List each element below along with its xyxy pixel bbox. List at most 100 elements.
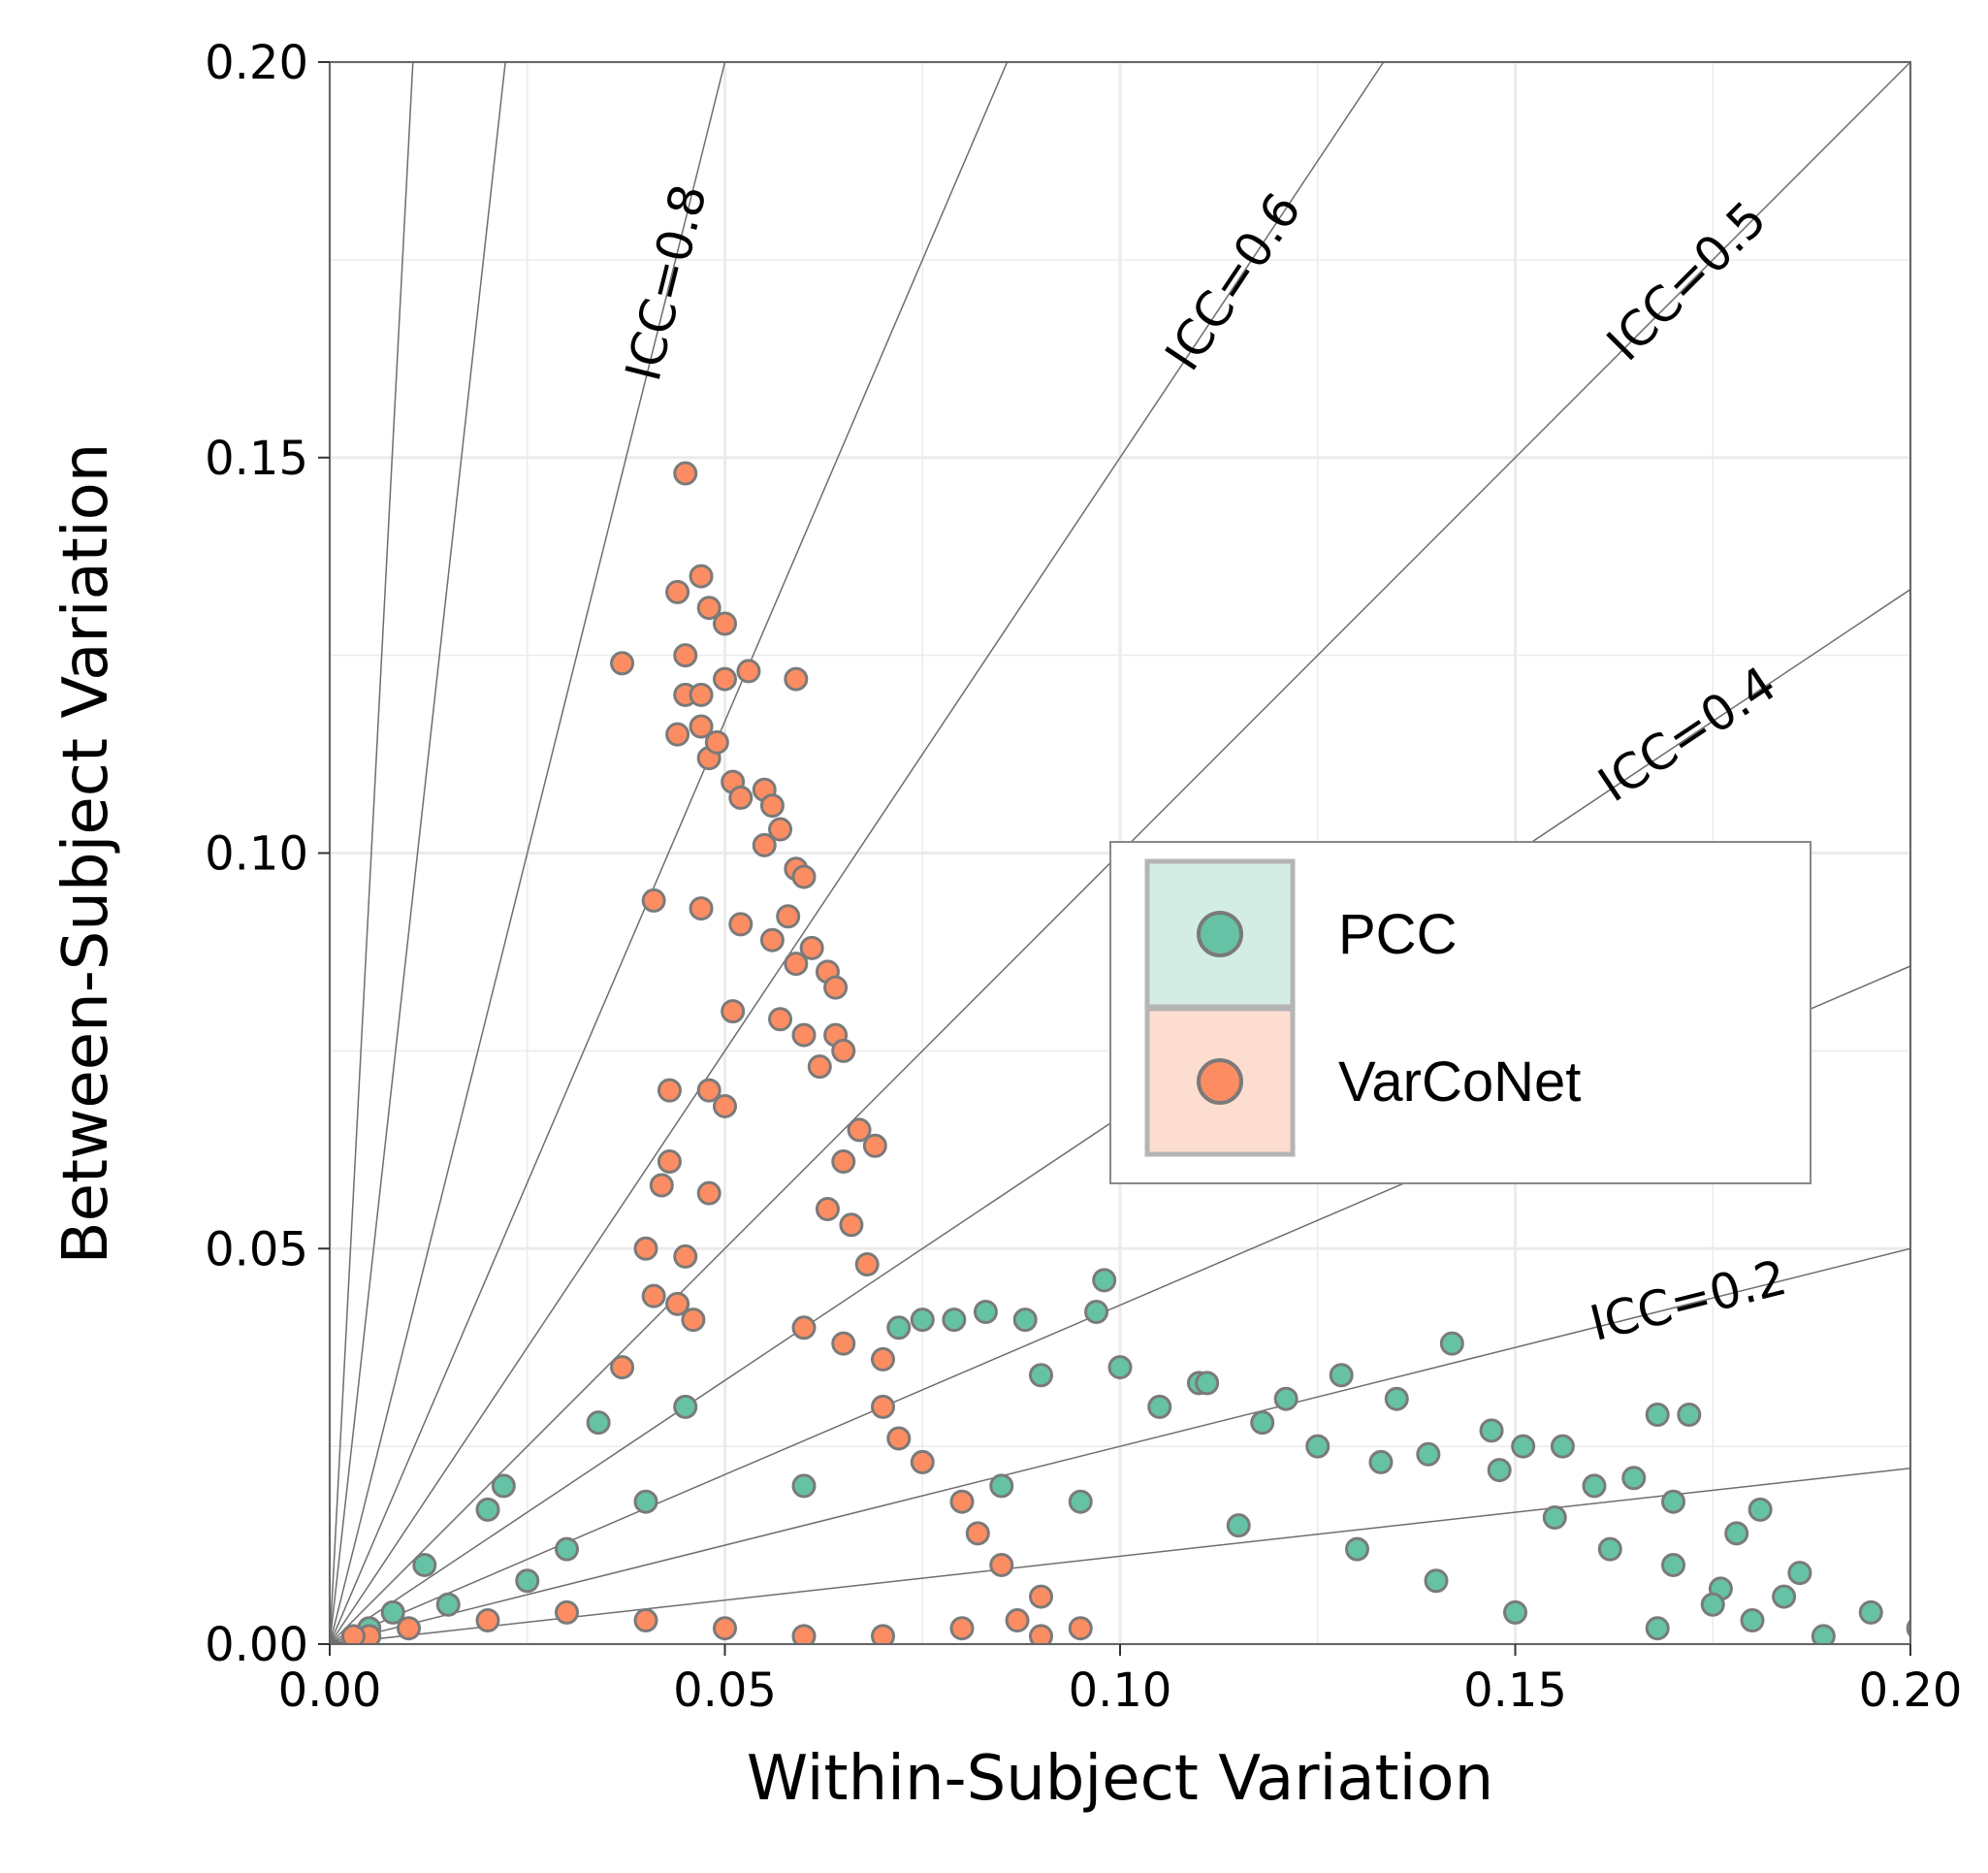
data-point: [1511, 1434, 1536, 1459]
data-point: [610, 651, 635, 676]
data-point: [721, 999, 746, 1024]
data-point: [759, 927, 785, 953]
data-point: [673, 461, 698, 486]
data-point: [689, 682, 714, 707]
icc-line: [330, 62, 414, 1644]
data-point: [704, 729, 729, 755]
data-point: [641, 888, 666, 913]
icc-line: [330, 62, 506, 1644]
data-point: [886, 1426, 912, 1451]
data-point: [673, 1243, 698, 1269]
data-point: [1005, 1608, 1030, 1633]
x-tick-label: 0.20: [1859, 1663, 1963, 1718]
data-point: [831, 1331, 856, 1356]
data-point: [1384, 1386, 1409, 1411]
data-point: [1305, 1434, 1331, 1459]
data-point: [1772, 1584, 1797, 1609]
data-point: [847, 1117, 872, 1143]
data-point: [989, 1552, 1014, 1577]
data-point: [689, 714, 714, 739]
data-point: [1439, 1331, 1464, 1356]
data-point: [871, 1394, 895, 1419]
data-point: [1147, 1394, 1172, 1419]
data-point: [1345, 1536, 1369, 1562]
data-point: [776, 904, 801, 929]
data-point: [871, 1624, 895, 1644]
legend-marker-varconet: [1197, 1058, 1243, 1105]
data-point: [910, 1449, 935, 1474]
data-points: [340, 461, 1910, 1644]
x-tick-label: 0.05: [673, 1663, 777, 1718]
data-point: [1226, 1513, 1251, 1538]
data-point: [1621, 1466, 1647, 1491]
data-point: [1068, 1489, 1093, 1514]
data-point: [1597, 1536, 1622, 1562]
legend-label-varconet: VarCoNet: [1338, 1050, 1581, 1114]
data-point: [665, 722, 690, 747]
data-point: [1787, 1561, 1812, 1586]
data-point: [949, 1489, 975, 1514]
data-point: [799, 935, 824, 960]
legend-label-pcc: PCC: [1338, 903, 1457, 966]
data-point: [862, 1133, 887, 1158]
data-point: [665, 579, 690, 604]
y-axis-title: Between-Subject Variation: [50, 443, 122, 1265]
data-point: [831, 1149, 856, 1175]
data-point: [633, 1608, 658, 1633]
data-point: [435, 1592, 461, 1617]
data-point: [713, 1616, 737, 1641]
data-point: [475, 1608, 500, 1633]
data-point: [791, 1473, 817, 1499]
data-point: [1368, 1449, 1394, 1474]
data-point: [1092, 1268, 1117, 1293]
data-point: [728, 912, 754, 937]
data-point: [1487, 1458, 1512, 1483]
data-point: [768, 817, 793, 842]
data-point: [854, 1252, 880, 1277]
icc-line: [330, 1468, 1910, 1644]
data-point: [949, 1616, 975, 1641]
series-0: [357, 1268, 1910, 1644]
data-point: [657, 1078, 682, 1103]
data-point: [1250, 1410, 1275, 1436]
data-point: [759, 793, 785, 819]
y-tick-label: 0.00: [205, 1618, 308, 1672]
x-tick-label: 0.00: [278, 1663, 382, 1718]
data-point: [791, 1022, 817, 1048]
data-point: [1645, 1403, 1670, 1428]
data-point: [340, 1624, 366, 1644]
data-point: [1748, 1497, 1773, 1522]
data-point: [1858, 1599, 1883, 1625]
data-point: [1661, 1552, 1685, 1577]
data-point: [965, 1521, 990, 1546]
data-point: [1550, 1434, 1575, 1459]
data-point: [475, 1497, 500, 1522]
data-point: [689, 564, 714, 589]
data-point: [1740, 1608, 1765, 1633]
data-point: [1724, 1521, 1749, 1546]
data-point: [633, 1489, 658, 1514]
data-point: [555, 1536, 579, 1562]
data-point: [1811, 1624, 1836, 1644]
data-point: [871, 1346, 895, 1372]
x-tick-label: 0.15: [1463, 1663, 1567, 1718]
data-point: [815, 1196, 840, 1221]
data-point: [555, 1599, 579, 1625]
data-point: [1029, 1624, 1053, 1644]
data-point: [491, 1473, 516, 1499]
data-point: [713, 611, 737, 636]
data-point: [839, 1212, 864, 1238]
data-point: [791, 864, 817, 889]
data-point: [681, 1308, 706, 1333]
data-point: [665, 1291, 690, 1316]
data-point: [1700, 1592, 1725, 1617]
data-point: [633, 1236, 658, 1261]
data-point: [736, 659, 761, 684]
data-point: [791, 1315, 817, 1340]
y-tick-label: 0.15: [205, 432, 308, 486]
axis-ticks: 0.00 0.05 0.10 0.15 0.20 0.00 0.05 0.10 0.15 0.20: [205, 36, 1962, 1718]
y-tick-label: 0.05: [205, 1222, 308, 1276]
icc-line: [330, 62, 726, 1644]
icc-line: [330, 1247, 1910, 1644]
data-point: [752, 832, 777, 857]
